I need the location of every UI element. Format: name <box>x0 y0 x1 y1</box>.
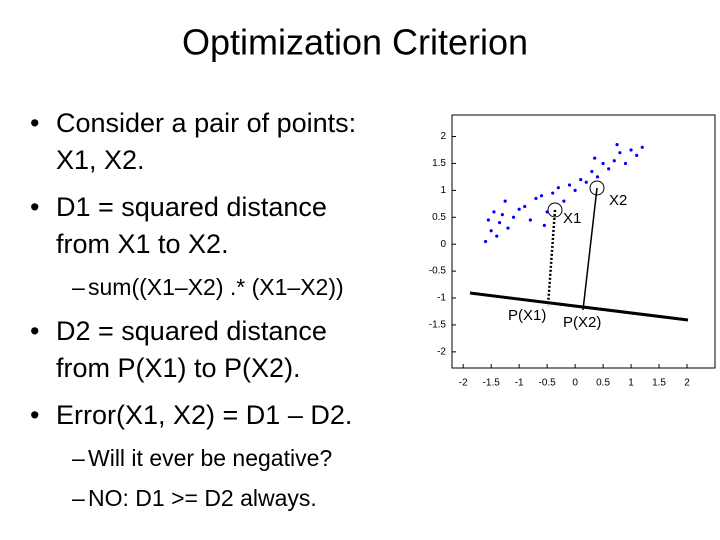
y-tick-label: -1.5 <box>429 320 447 331</box>
y-tick-label: -1 <box>437 293 446 304</box>
point <box>523 204 527 209</box>
item-text: D2 = squared distance <box>56 316 327 346</box>
x-tick-label: 0.5 <box>596 378 610 389</box>
point <box>542 223 546 227</box>
sub-dash: – <box>72 485 85 511</box>
projection-line <box>469 291 689 322</box>
y-tick-label: 1 <box>440 185 446 196</box>
point <box>551 191 555 195</box>
y-tick-label: 1.5 <box>432 158 446 169</box>
point <box>500 212 504 217</box>
y-tick-label: 2 <box>440 131 446 142</box>
point <box>579 177 583 182</box>
point <box>584 180 588 184</box>
x2-marker <box>589 180 605 196</box>
x-tick-label: -0.5 <box>539 378 557 389</box>
point <box>640 145 644 149</box>
point <box>492 210 496 214</box>
y-tick-label: 0.5 <box>432 212 446 223</box>
point <box>629 148 633 152</box>
point <box>635 153 639 157</box>
px1-label: P(X1) <box>508 307 546 324</box>
point <box>517 207 521 211</box>
point <box>618 151 622 155</box>
point <box>497 221 502 225</box>
plot-frame <box>451 114 716 369</box>
x-tick-label: 2 <box>684 378 690 389</box>
point <box>539 194 544 198</box>
x1-marker <box>547 202 563 218</box>
bullet: • <box>30 316 39 346</box>
x-tick-label: 0 <box>572 378 578 389</box>
item-text: from P(X1) to P(X2). <box>56 353 301 383</box>
y-tick-label: -2 <box>437 346 446 357</box>
point <box>511 215 516 219</box>
item-text: Error(X1, X2) = D1 – D2. <box>56 400 352 430</box>
point <box>528 218 532 222</box>
point <box>556 186 560 190</box>
point <box>486 218 490 222</box>
bullet: • <box>30 192 39 222</box>
x-tick-label: -1.5 <box>483 378 501 389</box>
x-tick-label: -2 <box>459 378 468 389</box>
point <box>623 161 628 166</box>
bullet: • <box>30 400 39 430</box>
x-tick-label: 1 <box>628 378 634 389</box>
sub-text: NO: D1 >= D2 always. <box>88 485 317 511</box>
item-text: X1, X2. <box>56 145 145 175</box>
point <box>495 234 499 238</box>
point <box>601 161 605 166</box>
bullet: • <box>30 108 39 138</box>
point <box>503 199 507 203</box>
point <box>483 239 488 244</box>
point <box>573 188 577 192</box>
point <box>595 175 600 179</box>
y-tick-label: -0.5 <box>429 266 447 277</box>
item-text: D1 = squared distance <box>56 192 327 222</box>
point <box>615 143 619 147</box>
point <box>534 196 538 201</box>
point <box>545 210 549 214</box>
point <box>593 156 597 160</box>
x-tick-label: -1 <box>515 378 524 389</box>
point <box>489 229 493 233</box>
point <box>506 226 510 230</box>
sub-text: Will it ever be negative? <box>88 445 332 471</box>
projection-x2 <box>582 187 598 311</box>
item-text: Consider a pair of points: <box>56 108 356 138</box>
x-tick-label: 1.5 <box>652 378 666 389</box>
projection-x1 <box>546 209 557 307</box>
x1-label: X1 <box>563 210 581 227</box>
point <box>590 169 594 174</box>
figure: X1 X2 P(X1) P(X2) -2 -1.5 -1 -0.5 0 0.5 1 1.5 2 -… <box>429 114 716 389</box>
point <box>607 167 611 171</box>
sub-dash: – <box>72 445 85 471</box>
x2-label: X2 <box>609 192 627 209</box>
point <box>562 199 566 203</box>
item-text: from X1 to X2. <box>56 229 229 259</box>
slide-title: Optimization Criterion <box>182 22 528 63</box>
y-tick-label: 0 <box>440 239 446 250</box>
point <box>612 159 616 163</box>
px2-label: P(X2) <box>563 314 601 331</box>
sub-text: sum((X1–X2) .* (X1–X2)) <box>88 274 344 300</box>
point <box>567 183 572 187</box>
sub-dash: – <box>72 274 85 300</box>
